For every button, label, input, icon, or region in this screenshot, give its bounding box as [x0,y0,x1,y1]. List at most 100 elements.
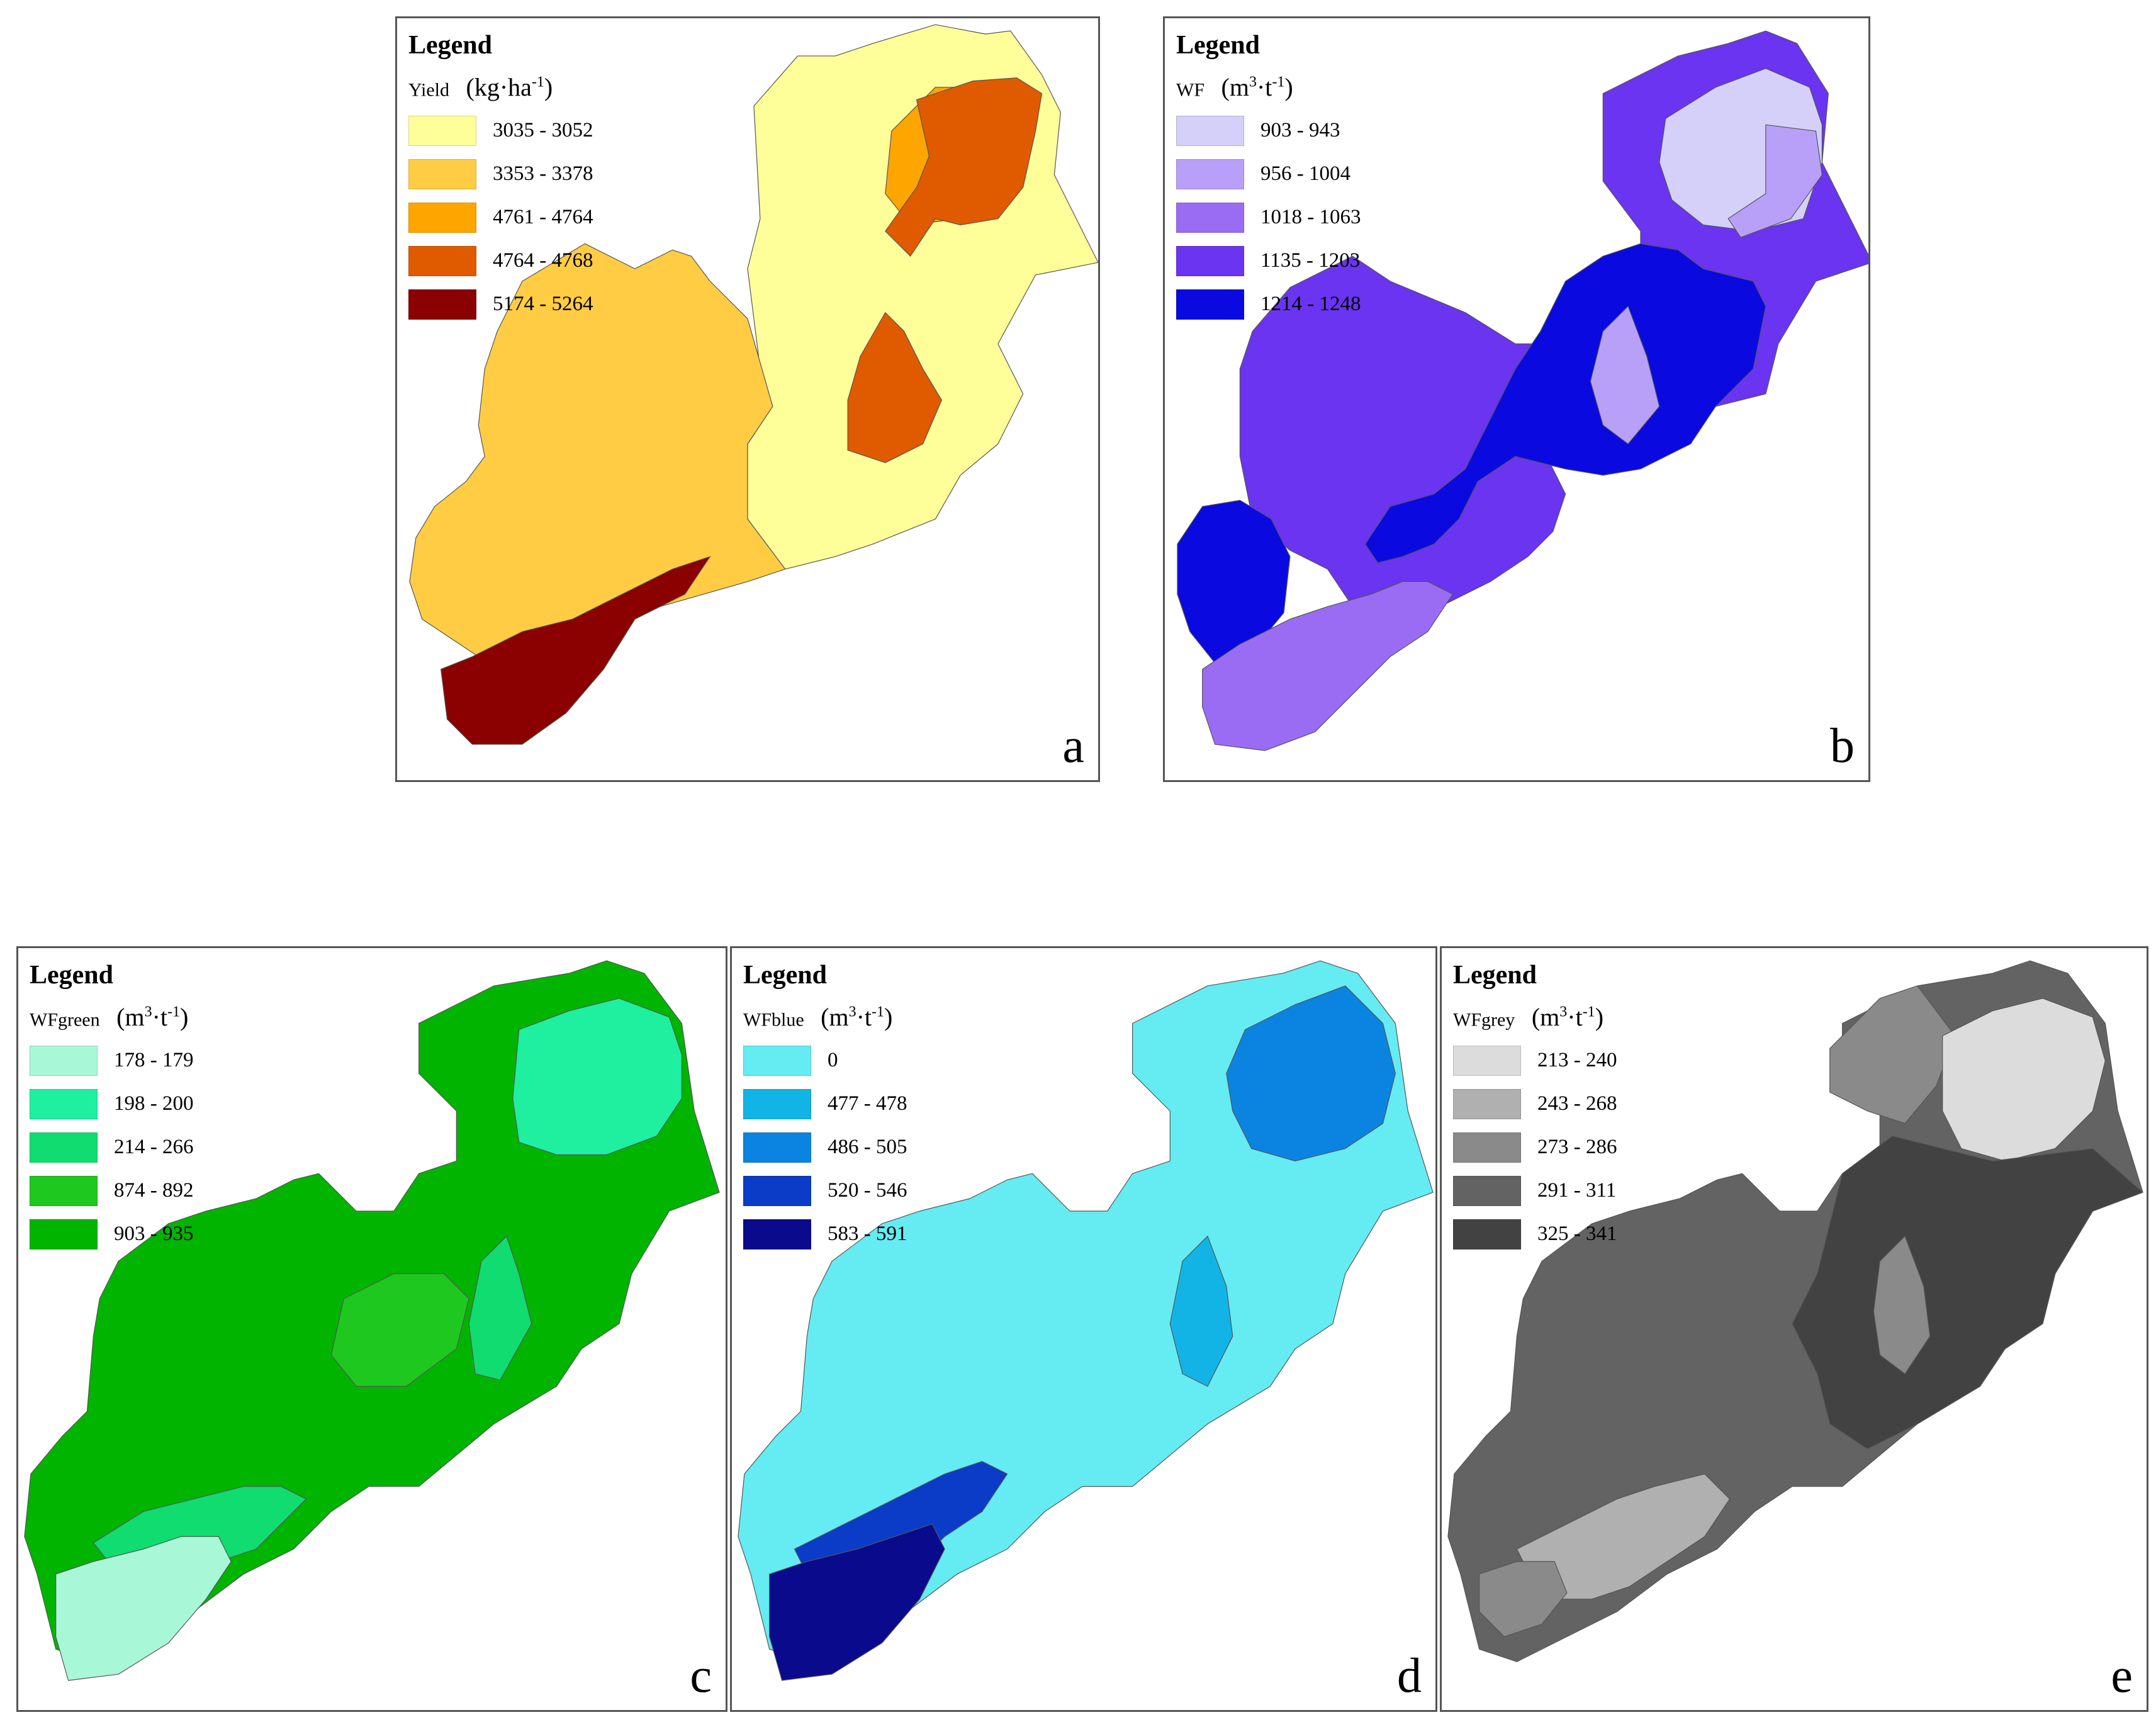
legend-item: 198 - 200 [30,1082,194,1126]
legend-item: 243 - 268 [1453,1082,1617,1126]
legend-label: 3353 - 3378 [493,162,593,186]
map-panel-c: Legend WFgreen (m3·t-1) 178 - 179 198 - 2… [16,946,727,1712]
map-panel-b: Legend WF (m3·t-1) 903 - 943 956 - 1004 10… [1163,16,1870,782]
legend-item: 213 - 240 [1453,1039,1617,1082]
legend-swatch [408,159,476,189]
legend: Legend Yield (kg·ha-1) 3035 - 3052 3353 -… [408,27,593,326]
basin-region-class-5 [441,556,710,745]
legend-title: Legend [743,961,828,990]
legend-rows: 0 477 - 478 486 - 505 520 - 546 583 - 591 [743,1039,907,1256]
legend: Legend WFgreen (m3·t-1) 178 - 179 198 - 2… [30,957,194,1256]
legend-label: 213 - 240 [1537,1049,1617,1072]
legend-item: 583 - 591 [743,1212,907,1256]
panel-label: e [2111,1648,2133,1702]
legend-label: 583 - 591 [828,1222,907,1246]
legend-swatch [408,289,476,320]
legend-label: 3035 - 3052 [493,119,593,142]
legend-label: 0 [828,1049,838,1072]
legend-item: 874 - 892 [30,1169,194,1212]
legend-rows: 903 - 943 956 - 1004 1018 - 1063 1135 - 120… [1176,109,1361,326]
legend-header: WF (m3·t-1) [1176,64,1361,109]
legend-label: 520 - 546 [828,1179,907,1202]
legend-variable: Yield [408,79,449,101]
wfblue-map [738,960,1434,1681]
legend-swatch [30,1219,98,1249]
legend-label: 5174 - 5264 [493,293,593,316]
basin-region-class-1 [55,1536,232,1681]
legend-item: 1135 - 1203 [1176,239,1361,282]
basin-region-class-3 [1202,581,1454,751]
legend-item: 273 - 286 [1453,1126,1617,1169]
legend-title: Legend [30,961,114,990]
basin-region-class-3c [1479,1561,1568,1637]
basin-region-class-2 [1727,124,1822,238]
basin-region-class-3 [468,1236,532,1381]
legend-swatch [1453,1175,1521,1206]
legend-swatch [1176,202,1244,233]
legend-header: WFblue (m3·t-1) [743,993,907,1039]
legend-rows: 178 - 179 198 - 200 214 - 266 874 - 892 903 … [30,1039,194,1256]
legend-item: 1018 - 1063 [1176,196,1361,239]
legend-rows: 213 - 240 243 - 268 273 - 286 291 - 311 325 … [1453,1039,1617,1256]
legend-unit: (m3·t-1) [1221,73,1293,102]
legend-item: 1214 - 1248 [1176,282,1361,326]
basin-region-class-2 [1516,1473,1731,1600]
yield-map [409,24,1098,745]
panel-label: c [690,1648,712,1702]
map-panel-e: Legend WFgrey (m3·t-1) 213 - 240 243 - 26… [1440,946,2148,1712]
legend-swatch [1176,289,1244,320]
legend-label: 1214 - 1248 [1260,293,1361,316]
legend-unit: (kg·ha-1) [466,73,553,102]
legend-swatch [743,1175,811,1206]
map-panel-d: Legend WFblue (m3·t-1) 0 477 - 478 486 - 5… [730,946,1437,1712]
legend-swatch [1176,115,1244,146]
legend-title: Legend [1176,31,1260,60]
wf-map [1177,30,1868,751]
basin-region-class-3b [1873,1236,1931,1375]
legend-item: 520 - 546 [743,1169,907,1212]
legend-label: 486 - 505 [828,1136,907,1159]
legend-item: 325 - 341 [1453,1212,1617,1256]
basin-region-class-5 [769,1523,945,1681]
legend-label: 291 - 311 [1537,1179,1617,1202]
legend-label: 4761 - 4764 [493,206,593,229]
legend-swatch [30,1088,98,1119]
map-panel-a: Legend Yield (kg·ha-1) 3035 - 3052 3353 -… [395,16,1100,782]
legend-swatch [30,1045,98,1076]
legend-label: 903 - 943 [1260,119,1340,142]
legend-item: 0 [743,1039,907,1082]
legend-swatch [1453,1045,1521,1076]
legend-item: 477 - 478 [743,1082,907,1126]
legend-label: 1018 - 1063 [1260,206,1361,229]
wfgreen-map [24,960,720,1681]
basin-region-class-3 [1829,985,1956,1124]
legend-swatch [1453,1132,1521,1163]
basin-region-class-2 [512,998,682,1156]
legend-item: 4761 - 4764 [408,196,593,239]
legend: Legend WFgrey (m3·t-1) 213 - 240 243 - 26… [1453,957,1617,1256]
legend-item: 903 - 935 [30,1212,194,1256]
legend-item: 178 - 179 [30,1039,194,1082]
legend-swatch [408,245,476,276]
legend-variable: WFblue [743,1009,804,1031]
legend-label: 178 - 179 [114,1049,194,1072]
basin-region-class-4b [847,312,942,464]
legend-item: 5174 - 5264 [408,282,593,326]
legend-header: WFgreen (m3·t-1) [30,993,194,1039]
legend-title: Legend [1453,961,1537,990]
legend-label: 903 - 935 [114,1222,194,1246]
legend-swatch [743,1045,811,1076]
legend-item: 486 - 505 [743,1126,907,1169]
legend-swatch [743,1132,811,1163]
legend-item: 4764 - 4768 [408,239,593,282]
legend-swatch [1453,1088,1521,1119]
legend-label: 325 - 341 [1537,1222,1617,1246]
basin-region-class-4 [330,1273,469,1387]
legend-variable: WFgrey [1453,1009,1515,1031]
legend-header: WFgrey (m3·t-1) [1453,993,1617,1039]
legend-unit: (m3·t-1) [1531,1003,1604,1032]
legend-label: 273 - 286 [1537,1136,1617,1159]
basin-region-class-5 [1792,1136,2143,1450]
legend: Legend WFblue (m3·t-1) 0 477 - 478 486 - 5… [743,957,907,1256]
legend-variable: WFgreen [30,1009,100,1031]
